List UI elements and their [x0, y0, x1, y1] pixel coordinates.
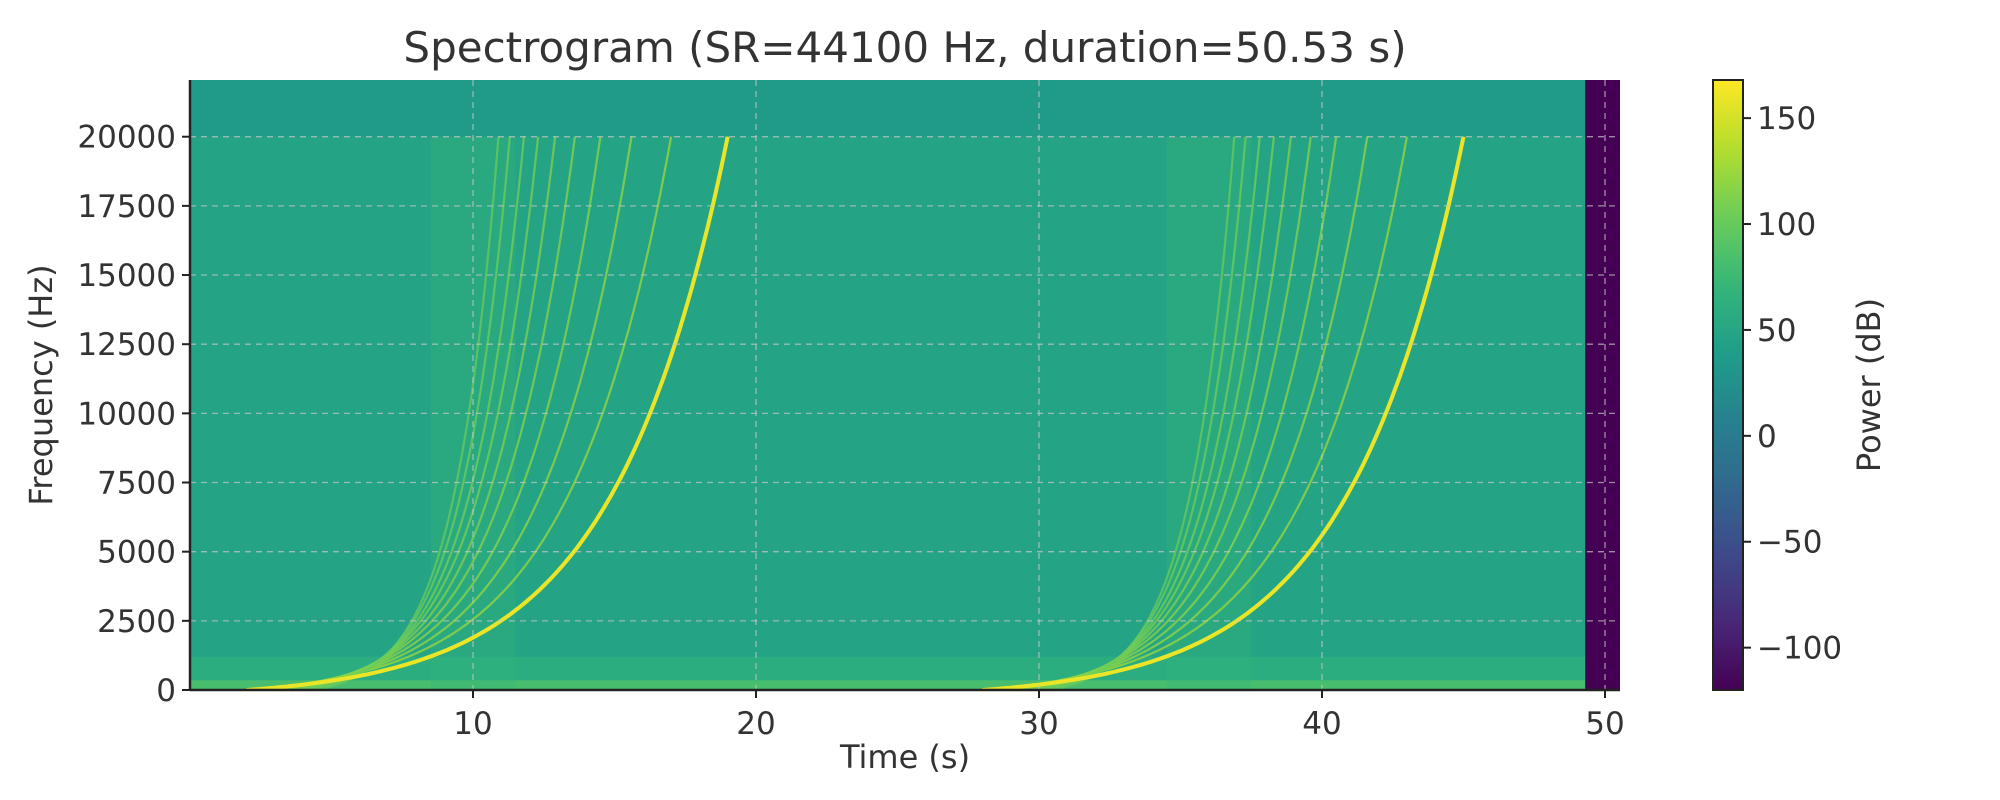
y-tick-label: 10000: [77, 396, 176, 432]
colorbar-tick-label: 100: [1757, 207, 1816, 243]
colorbar-label: Power (dB): [1850, 298, 1888, 472]
x-tick-label: 50: [1585, 706, 1624, 742]
sweep-2-harmonic-10: [1050, 136, 1236, 690]
y-tick-label: 5000: [97, 535, 176, 571]
y-tick-label: 20000: [77, 120, 176, 156]
colorbar-tick-label: 150: [1757, 101, 1816, 137]
colorbar-tick-label: 50: [1757, 313, 1796, 349]
y-tick-label: 12500: [77, 327, 176, 363]
colorbar-gradient: [1712, 79, 1744, 691]
x-tick-label: 40: [1302, 706, 1341, 742]
y-tick-label: 2500: [97, 604, 176, 640]
x-axis-label: Time (s): [839, 738, 970, 776]
colorbar: 150 100 50 0 −50 −100: [1712, 79, 1842, 691]
y-tick-label: 17500: [77, 189, 176, 225]
sweep-2-harmonic-9: [1041, 136, 1247, 690]
y-tick-label: 0: [156, 673, 176, 709]
sweep-1-harmonic-9: [305, 136, 511, 690]
chart-title: Spectrogram (SR=44100 Hz, duration=50.53…: [403, 23, 1406, 72]
y-tick-label: 15000: [77, 258, 176, 294]
x-tick-label: 10: [453, 706, 492, 742]
y-axis-label: Frequency (Hz): [22, 264, 60, 505]
x-tick-label: 20: [736, 706, 775, 742]
silence-region: [1585, 80, 1620, 690]
colorbar-tick-label: 0: [1757, 419, 1777, 455]
axes: 10 20 30 40 50 0 2500 5000 7500 10000 12500 15000 17…: [77, 80, 1625, 742]
colorbar-tick-label: −50: [1757, 525, 1822, 561]
sweep-1-harmonic-10: [314, 136, 500, 690]
sweep-2-fundamental: [982, 136, 1466, 690]
colorbar-tick-label: −100: [1757, 631, 1842, 667]
sweep-1-fundamental: [246, 136, 730, 690]
spectrogram-plot-area: [190, 80, 1620, 690]
y-tick-label: 7500: [97, 466, 176, 502]
x-tick-label: 30: [1019, 706, 1058, 742]
dc-energy: [190, 680, 1620, 690]
